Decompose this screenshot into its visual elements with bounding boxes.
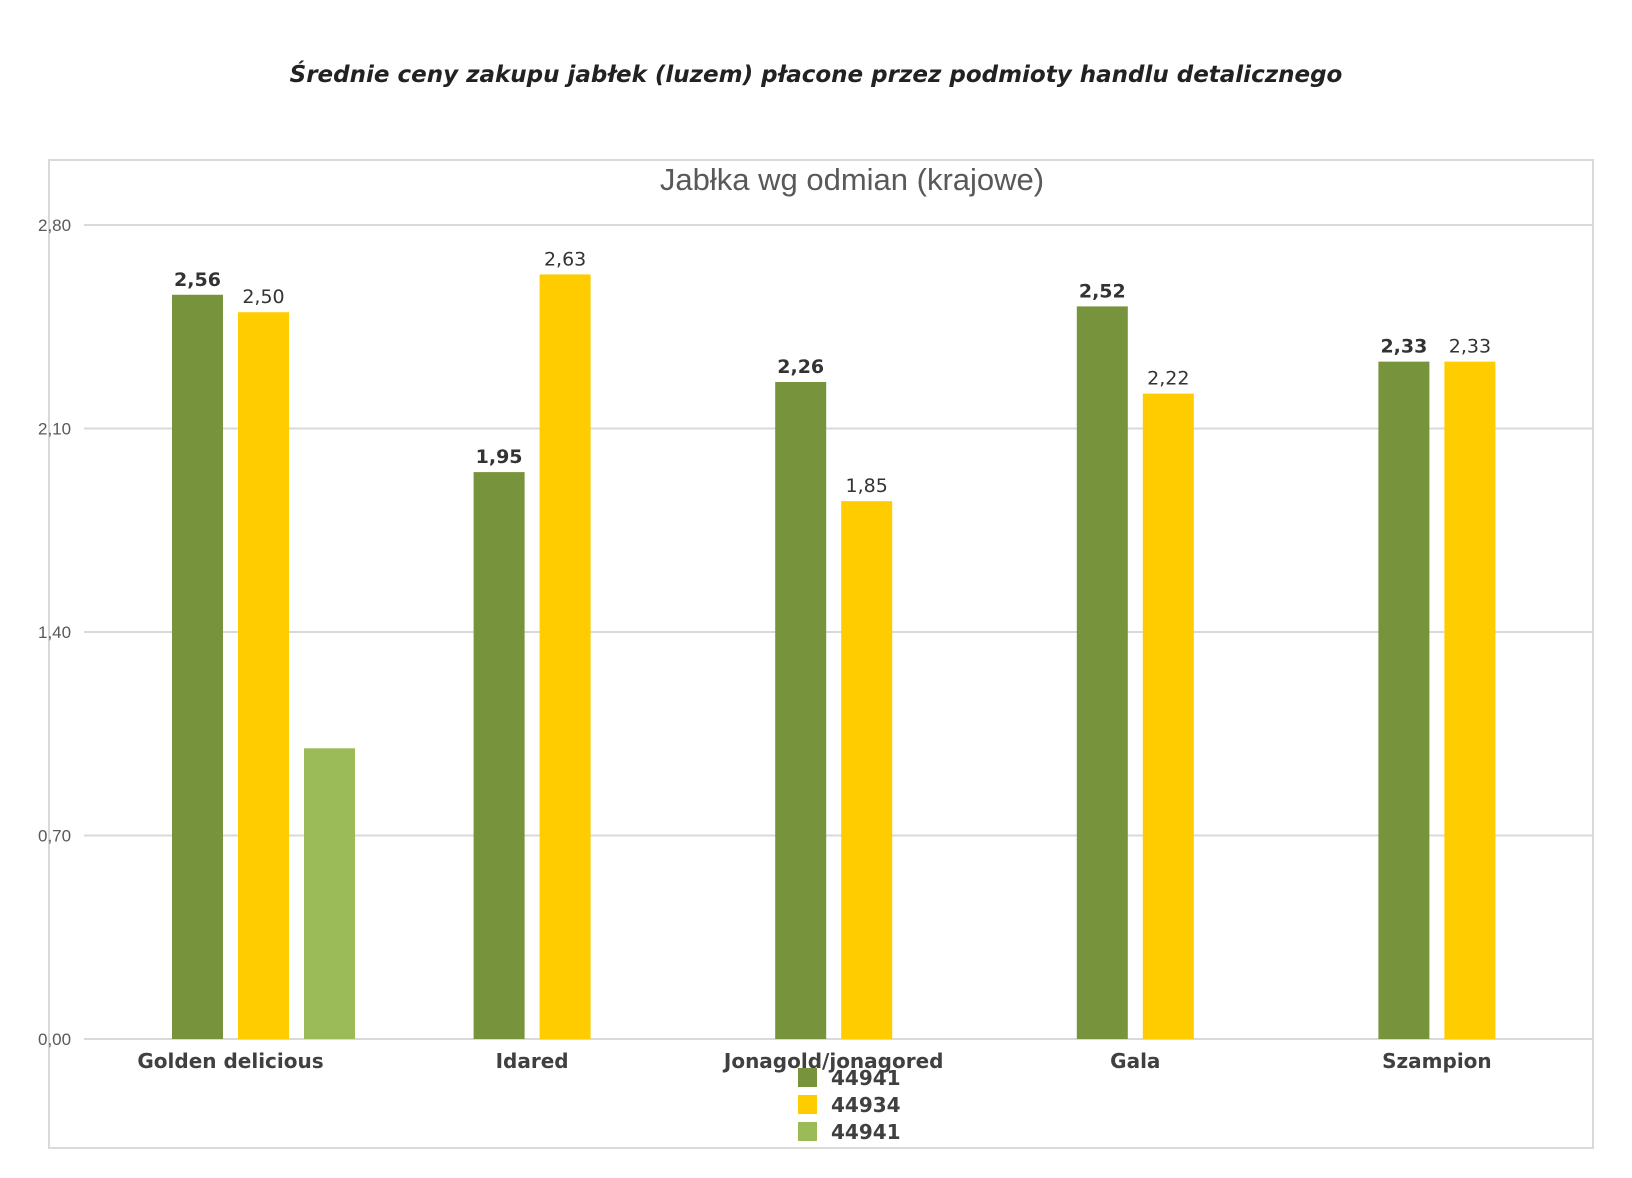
bar-2 <box>1142 393 1194 1040</box>
bar-1 <box>473 472 525 1039</box>
bar-1 <box>172 294 223 1039</box>
y-tick-label: 2,80 <box>38 216 71 235</box>
data-label: 1,95 <box>476 446 523 468</box>
data-label: 2,52 <box>1079 280 1126 302</box>
bar-2 <box>841 501 893 1039</box>
data-label: 2,33 <box>1449 336 1491 358</box>
page-title: Średnie ceny zakupu jabłek (luzem) płaco… <box>289 62 1343 88</box>
data-label: 2,63 <box>544 248 586 270</box>
data-label: 2,22 <box>1147 368 1189 390</box>
bar-1 <box>1378 361 1430 1039</box>
y-tick-label: 0,70 <box>38 827 71 846</box>
legend-swatch <box>798 1122 817 1141</box>
y-tick-label: 2,10 <box>38 420 71 439</box>
x-tick-label: Golden delicious <box>137 1049 323 1073</box>
y-tick-label: 0,00 <box>38 1030 71 1049</box>
x-tick-label: Idared <box>496 1049 569 1073</box>
legend-label: 44941 <box>831 1120 901 1144</box>
bar-2 <box>1444 361 1496 1039</box>
legend-label: 44941 <box>831 1066 901 1090</box>
bar-1 <box>775 381 827 1039</box>
legend-swatch <box>798 1068 817 1087</box>
bar-2 <box>238 312 289 1039</box>
x-tick-label: Gala <box>1110 1049 1160 1073</box>
legend-label: 44934 <box>831 1093 901 1117</box>
chart-title: Jabłka wg odmian (krajowe) <box>660 162 1044 197</box>
data-label: 2,50 <box>242 286 284 308</box>
x-tick-label: Szampion <box>1382 1049 1492 1073</box>
bar-2 <box>539 274 591 1040</box>
data-label: 1,85 <box>846 475 888 497</box>
bar-1 <box>1076 306 1128 1039</box>
data-label: 2,33 <box>1380 336 1427 358</box>
data-label: 2,56 <box>174 269 221 291</box>
legend-swatch <box>798 1095 817 1114</box>
data-label: 2,26 <box>777 356 824 378</box>
bar-3 <box>304 748 355 1039</box>
x-tick-label: Jonagold/jonagored <box>722 1049 944 1073</box>
y-tick-label: 1,40 <box>38 623 71 642</box>
